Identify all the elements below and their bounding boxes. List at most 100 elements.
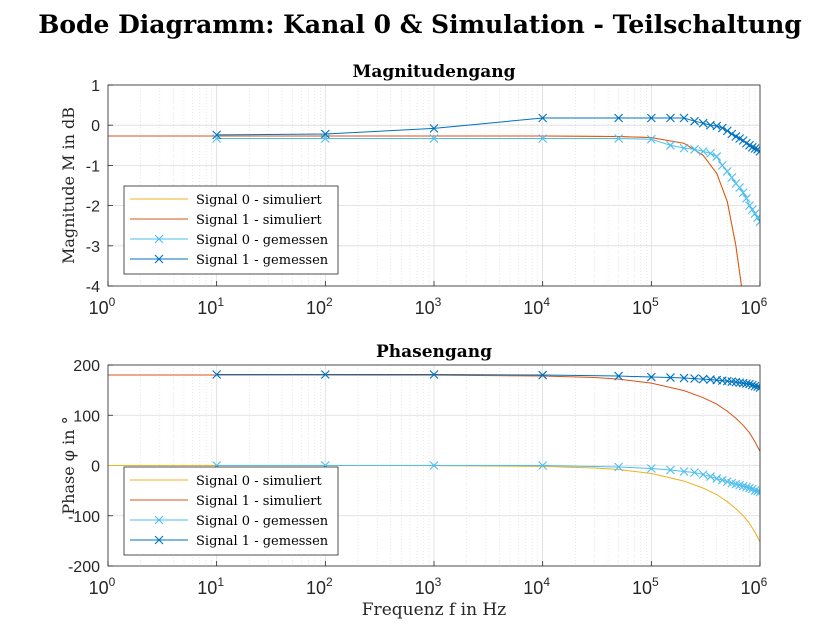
x-tick-label: 103 (415, 295, 442, 318)
data-point (731, 377, 741, 387)
y-tick-label: 0 (91, 118, 100, 135)
data-point (745, 201, 754, 210)
legend: Signal 0 - simuliert Signal 1 - simuliert… (123, 466, 339, 556)
x-tick-label: 105 (632, 575, 659, 598)
data-point (698, 118, 708, 128)
legend-label: Signal 1 - gemessen (196, 253, 329, 268)
data-point (742, 193, 751, 203)
data-point (679, 143, 689, 153)
data-point (738, 481, 748, 491)
x-tick-label: 105 (632, 295, 659, 318)
data-point (753, 382, 760, 391)
data-point (429, 134, 439, 143)
data-point (666, 140, 675, 150)
data-point (429, 370, 439, 379)
axes-box (107, 84, 761, 287)
data-point (747, 142, 757, 152)
data-point (747, 484, 757, 494)
y-tick-label: 1 (91, 78, 100, 95)
data-point (753, 486, 760, 496)
data-point (679, 467, 689, 476)
x-tick-label: 102 (306, 295, 333, 318)
data-point (538, 461, 548, 470)
data-point (706, 148, 715, 158)
y-tick-label: 0 (91, 459, 100, 476)
series-line (108, 135, 742, 286)
y-tick-label: -200 (68, 559, 100, 576)
data-point (706, 472, 715, 481)
data-point (717, 123, 727, 133)
data-point (750, 209, 760, 219)
data-point (614, 113, 624, 123)
series-line (108, 374, 760, 452)
data-point (320, 134, 330, 143)
data-point (212, 134, 222, 143)
data-point (753, 213, 760, 223)
data-point (755, 383, 760, 393)
data-point (429, 461, 439, 470)
data-point (698, 374, 708, 384)
data-point (320, 370, 330, 379)
legend-label: Signal 0 - simuliert (196, 474, 322, 489)
y-tick-label: -1 (86, 158, 100, 175)
data-point (690, 374, 699, 383)
data-point (712, 474, 722, 483)
data-point (212, 130, 222, 140)
data-point (755, 146, 760, 156)
subplot-title: Magnitudengang (353, 62, 516, 82)
legend-box (123, 466, 339, 556)
y-tick-label: -4 (86, 279, 100, 296)
legend-marker (154, 254, 164, 264)
data-point (690, 116, 699, 126)
y-axis-label: Phase φ in ° (59, 416, 78, 514)
y-tick-label: -100 (68, 509, 100, 526)
data-point (538, 134, 548, 143)
legend-label: Signal 0 - gemessen (196, 514, 329, 529)
data-point (646, 372, 656, 382)
data-point (320, 129, 330, 139)
data-point (646, 464, 656, 473)
x-tick-label: 101 (197, 575, 224, 598)
y-tick-label: 200 (73, 358, 100, 375)
data-point (614, 371, 624, 381)
data-point (735, 480, 745, 490)
data-point (747, 205, 757, 215)
axes-box (107, 364, 761, 567)
legend-label: Signal 1 - gemessen (196, 534, 329, 549)
x-tick-label: 103 (415, 575, 442, 598)
data-point (690, 144, 699, 154)
data-point (717, 161, 727, 170)
data-point (614, 462, 624, 472)
series-group (108, 113, 760, 286)
data-point (738, 188, 748, 198)
legend: Signal 0 - simuliert Signal 1 - simuliert… (123, 185, 339, 275)
data-point (666, 113, 675, 123)
data-point (212, 370, 222, 379)
data-point (717, 475, 727, 485)
data-point (747, 380, 757, 390)
data-point (727, 129, 737, 139)
data-point (538, 113, 548, 123)
legend-marker (154, 535, 164, 545)
data-point (722, 126, 732, 136)
subplot-title: Phasengang (376, 342, 492, 362)
x-tick-label: 101 (197, 295, 224, 318)
data-point (646, 113, 656, 123)
data-point (750, 144, 760, 153)
x-tick-label: 104 (523, 575, 550, 598)
data-point (755, 217, 760, 227)
figure-title: Bode Diagramm: Kanal 0 & Simulation - Te… (38, 10, 802, 39)
data-point (727, 173, 737, 182)
x-tick-label: 100 (89, 575, 116, 598)
data-point (745, 379, 754, 389)
data-point (429, 124, 439, 133)
legend-label: Signal 1 - simuliert (196, 213, 322, 228)
data-point (712, 121, 722, 131)
data-point (666, 465, 675, 475)
data-point (712, 152, 722, 161)
x-tick-label: 100 (89, 295, 116, 318)
